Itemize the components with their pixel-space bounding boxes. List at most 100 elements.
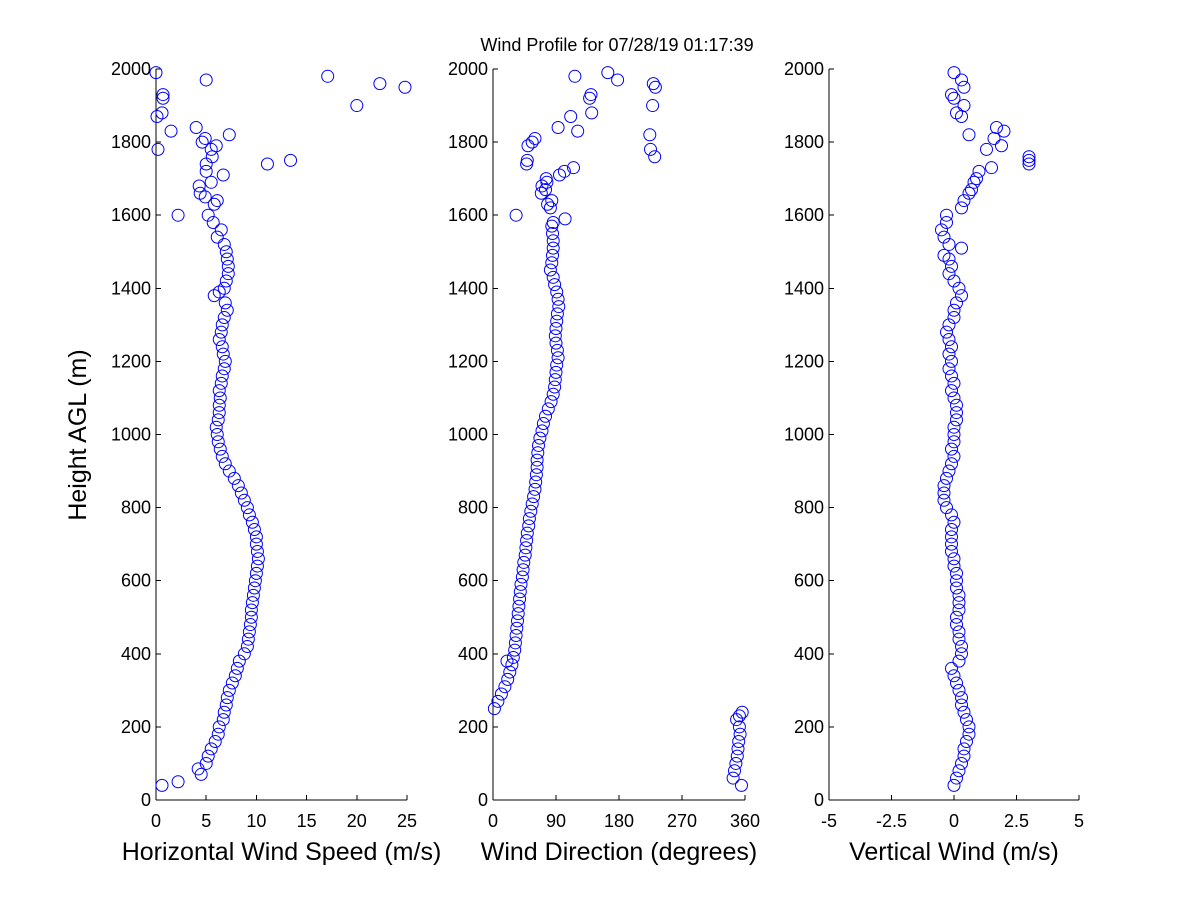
data-point [219,274,233,288]
data-point [585,106,599,120]
data-point [548,329,562,343]
data-point [731,742,745,756]
data-point [950,574,963,588]
data-point [529,475,543,489]
data-point [942,464,956,478]
data-point [212,332,226,346]
data-point [937,486,951,500]
data-point [955,73,968,87]
data-point [215,449,229,463]
data-point [952,654,966,668]
data-point [509,208,523,222]
data-point [544,395,558,409]
data-point [965,183,978,197]
data-point [962,128,976,142]
data-point [217,237,231,251]
data-point [972,164,986,178]
data-point [520,526,534,540]
data-point [192,179,206,193]
y-tick-label: 0 [478,790,488,810]
data-point [950,581,963,595]
data-point [508,643,522,657]
data-point [548,380,562,394]
data-point [997,124,1011,138]
data-point [210,230,224,244]
data-point [644,142,657,156]
data-point [189,120,203,134]
data-point [937,230,951,244]
y-tick-label: 800 [458,498,488,518]
data-point [199,73,213,87]
data-point [244,610,258,624]
data-point [950,406,963,420]
data-point [643,128,657,142]
data-point [950,771,963,785]
data-point [947,559,961,573]
data-point [214,223,228,237]
data-point [546,387,560,401]
data-point [535,424,549,438]
data-point [546,270,560,284]
data-point [260,157,274,171]
data-point [646,99,660,113]
data-point [209,139,223,153]
data-point [945,544,958,558]
y-tick-label: 1800 [448,132,488,152]
data-point [942,347,956,361]
y-tick-label: 1600 [111,205,151,225]
data-point [945,88,958,102]
data-point [241,632,255,646]
data-point [557,164,571,178]
data-point [549,336,563,350]
data-point [952,625,966,639]
data-point [221,267,235,281]
data-point [398,80,412,94]
x-tick-label: 10 [246,811,266,831]
data-point [955,756,968,770]
data-point [947,303,961,317]
data-point [491,694,505,708]
data-point [201,749,215,763]
data-point [947,376,961,390]
data-point [530,453,544,467]
data-point [193,186,207,200]
data-point [945,457,958,471]
data-point [957,749,971,763]
data-point [947,428,961,441]
data-point [250,559,264,573]
data-point [199,164,213,178]
data-point [950,296,963,310]
data-point [510,621,524,635]
data-point [533,431,547,445]
y-tick-label: 200 [794,717,824,737]
data-point [648,80,662,94]
data-point [947,669,961,683]
data-point [156,91,170,105]
data-point [227,471,241,485]
data-point [321,69,335,83]
data-point [947,311,961,325]
data-point [729,756,743,770]
y-tick-label: 0 [814,790,824,810]
data-point [571,124,585,138]
data-point [955,241,968,255]
data-point [522,519,536,533]
data-point [1022,153,1036,167]
data-point [967,175,981,189]
data-point [211,727,225,741]
y-tick-label: 2000 [784,59,824,79]
data-point [198,131,212,145]
x-tick-label: 25 [397,811,417,831]
data-point [601,66,615,80]
x-axis-label: Wind Direction (degrees) [481,838,758,866]
data-point [960,735,973,749]
data-point [947,778,961,792]
data-point [950,566,963,580]
data-point [947,435,961,449]
data-point [1022,157,1036,171]
data-point [960,713,973,727]
data-point [237,493,251,507]
x-tick-label: 0 [949,811,959,831]
data-point [214,325,228,339]
data-point [937,479,951,493]
